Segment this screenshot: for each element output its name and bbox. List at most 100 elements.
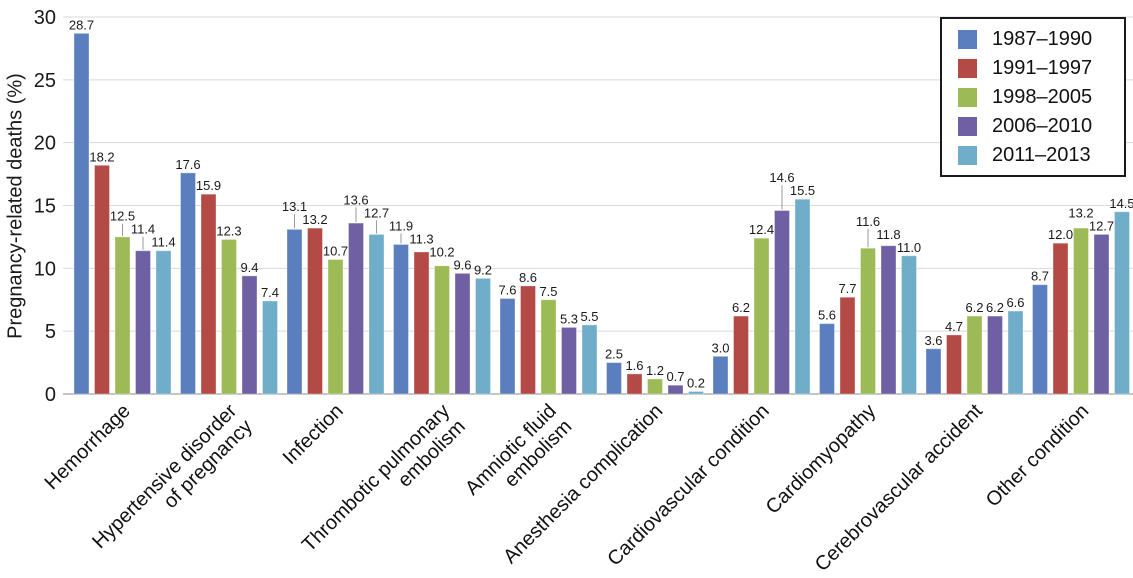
bar xyxy=(987,315,1003,395)
bar-value-label: 6.2 xyxy=(965,300,983,315)
bar-value-label: 9.2 xyxy=(474,262,492,277)
y-tick-label: 5 xyxy=(45,321,56,343)
bar xyxy=(925,348,942,395)
bar-value-label: 8.6 xyxy=(519,270,537,285)
bar-group xyxy=(925,310,1024,395)
bar-value-label: 1.2 xyxy=(646,363,664,378)
y-tick-label: 10 xyxy=(34,258,56,280)
bar xyxy=(647,378,663,395)
bar-value-label: 7.7 xyxy=(838,281,856,296)
bar xyxy=(520,285,536,395)
bar-value-label: 15.9 xyxy=(196,178,221,193)
bar xyxy=(155,250,172,395)
bar xyxy=(880,245,897,395)
bar xyxy=(860,247,876,395)
bar-group xyxy=(286,222,385,395)
bar-value-label: 5.6 xyxy=(818,308,836,323)
bar xyxy=(73,32,90,395)
bar-value-label: 9.4 xyxy=(240,260,258,275)
bar-value-label: 11.6 xyxy=(856,214,880,229)
bar-group xyxy=(712,198,811,395)
bar-value-label: 3.0 xyxy=(711,340,729,355)
bar-value-label: 3.6 xyxy=(924,333,942,348)
legend-label: 2011–2013 xyxy=(992,144,1091,166)
bar xyxy=(753,237,770,395)
bar xyxy=(581,324,598,395)
bar-value-label: 11.0 xyxy=(897,240,921,255)
bar-value-label: 12.5 xyxy=(110,209,135,224)
x-tick-label: Cardiomyopathy xyxy=(762,400,881,519)
legend-swatch xyxy=(958,145,977,165)
bar-value-label: 12.7 xyxy=(1089,218,1114,233)
x-tick-label: Other condition xyxy=(982,400,1093,511)
bar xyxy=(221,238,237,395)
bar-value-label: 18.2 xyxy=(89,149,114,164)
bar-group xyxy=(606,362,704,395)
bar-value-label: 13.2 xyxy=(302,212,327,227)
bar-group xyxy=(180,172,278,395)
bar-value-label: 17.6 xyxy=(175,157,200,172)
bar xyxy=(667,384,684,395)
bar-value-label: 6.6 xyxy=(1006,295,1024,310)
bar-value-label: 7.4 xyxy=(261,285,279,300)
legend: 1987–1990 1991–1997 1998–2005 2006–2010 2011… xyxy=(940,17,1126,177)
bar xyxy=(241,275,258,395)
bar xyxy=(901,255,917,395)
bar-group xyxy=(499,285,598,395)
bar xyxy=(774,210,790,395)
bar-value-label: 10.7 xyxy=(323,244,348,259)
leader-lines xyxy=(122,185,869,250)
bar xyxy=(688,390,704,395)
bar-value-label: 6.2 xyxy=(986,300,1004,315)
bar xyxy=(180,172,196,395)
bar-value-label: 14.5 xyxy=(1109,196,1133,211)
bar xyxy=(307,227,323,395)
bar-value-label: 13.6 xyxy=(343,192,368,207)
legend-item-2006-2010: 2006–2010 xyxy=(958,115,1112,137)
bar-value-label: 5.3 xyxy=(560,311,578,326)
legend-swatch xyxy=(958,58,977,78)
bar xyxy=(368,233,385,395)
bar-value-label: 12.3 xyxy=(216,223,241,238)
legend-swatch xyxy=(958,29,977,49)
bar xyxy=(114,236,131,395)
bar xyxy=(626,373,643,395)
bar-value-label: 4.7 xyxy=(945,319,963,334)
bar xyxy=(413,251,430,395)
bar-value-label: 10.2 xyxy=(429,244,454,259)
bar-group xyxy=(1032,211,1130,395)
bar-value-label: 11.8 xyxy=(876,227,900,242)
x-tick-label: Hemorrhage xyxy=(41,400,135,494)
bar xyxy=(1052,242,1069,395)
legend-label: 2006–2010 xyxy=(992,115,1093,137)
bar xyxy=(327,259,344,395)
bar xyxy=(819,323,835,395)
bar-value-label: 0.2 xyxy=(687,375,705,390)
bar-value-label: 13.1 xyxy=(282,199,307,214)
bar xyxy=(434,265,450,395)
bar xyxy=(475,277,491,395)
bar xyxy=(135,250,151,395)
bar xyxy=(286,228,303,395)
bar xyxy=(499,297,516,395)
gridlines xyxy=(63,16,1133,332)
bar xyxy=(200,193,217,395)
legend-label: 1991–1997 xyxy=(992,57,1093,79)
bar-value-label: 9.6 xyxy=(453,257,471,272)
bar-group xyxy=(73,32,172,395)
x-tick-label: Infection xyxy=(279,400,348,469)
bar xyxy=(1073,227,1089,395)
bar xyxy=(1007,310,1024,395)
legend-swatch xyxy=(958,116,977,136)
bar xyxy=(561,326,577,395)
y-axis-title: Pregnancy-related deaths (%) xyxy=(4,73,27,339)
bar-value-label: 13.2 xyxy=(1068,205,1093,220)
legend-label: 1998–2005 xyxy=(992,86,1093,108)
bar-value-label: 8.7 xyxy=(1031,269,1049,284)
bar xyxy=(94,164,110,395)
bar xyxy=(262,300,278,395)
bar-value-label: 1.6 xyxy=(625,358,643,373)
bar-value-label: 11.4 xyxy=(131,222,155,237)
bar-value-label: 12.7 xyxy=(364,205,389,220)
